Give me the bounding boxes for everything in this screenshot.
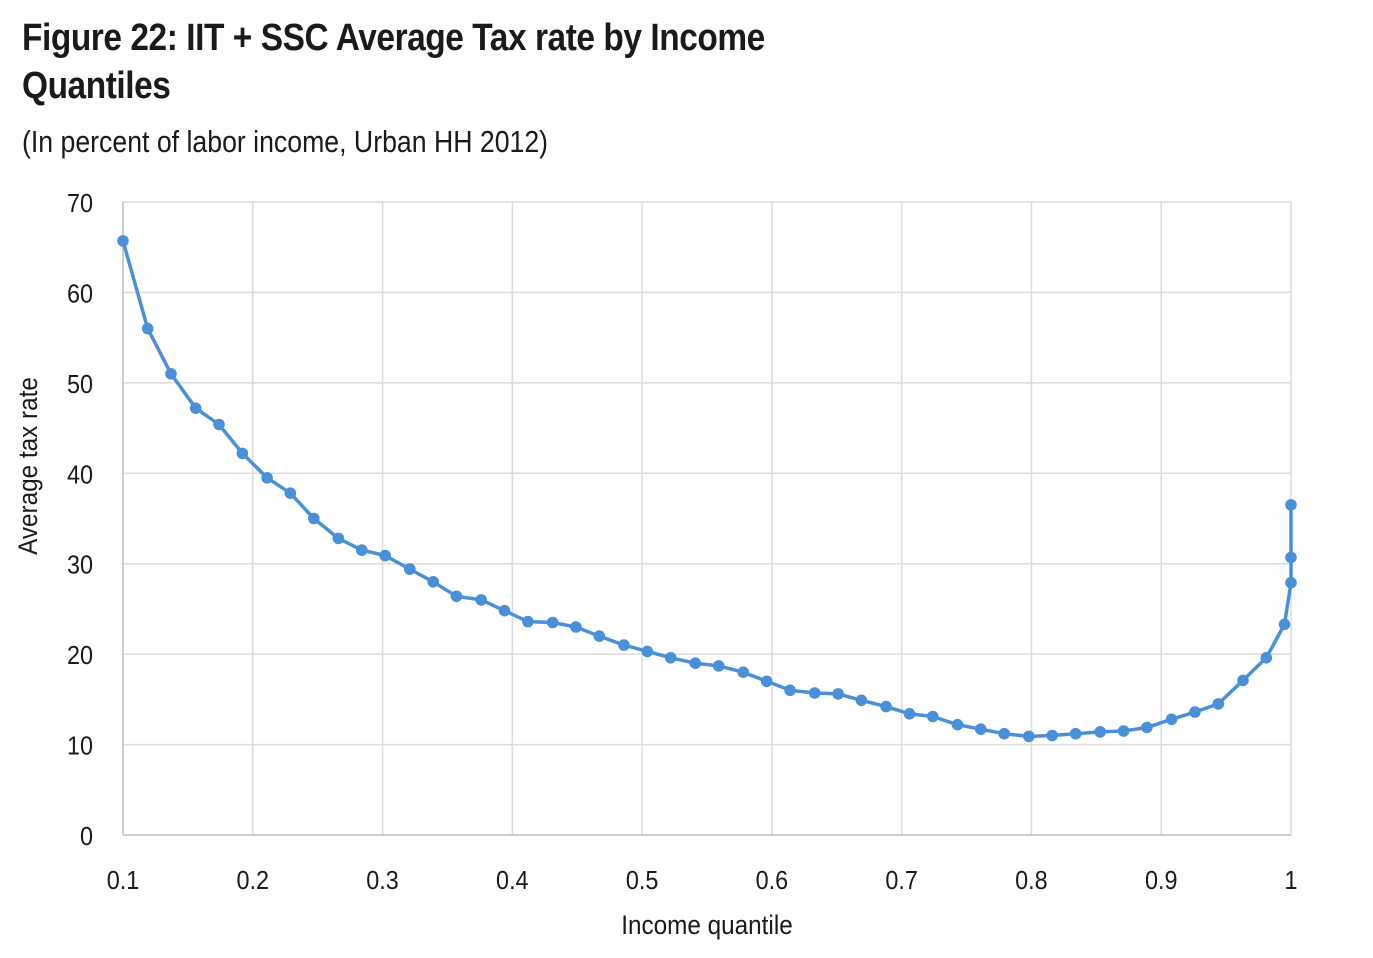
data-point [712,660,725,672]
data-point [593,630,606,642]
data-point [308,512,320,525]
data-point [284,487,297,500]
data-point [475,594,488,606]
data-point [808,687,821,699]
data-point [880,700,892,713]
x-tick-label: 0.6 [756,867,789,895]
y-tick-label: 10 [67,732,93,760]
horizontal-gridlines [123,201,1291,746]
data-point [689,657,702,669]
figure-title: Figure 22: IIT + SSC Average Tax rate by… [22,14,902,110]
data-point [1285,551,1297,564]
data-point [641,645,654,658]
series-layer [117,235,1297,743]
data-point [450,590,463,603]
x-tick-labels: 0.1 0.2 0.3 0.4 0.5 0.6 0.7 0.8 0.9 1 [107,867,1298,895]
y-tick-label: 20 [67,642,93,670]
x-tick-label: 0.1 [107,867,140,895]
data-point [356,544,368,556]
data-point [1117,725,1130,737]
data-point [498,604,511,617]
data-point [332,532,345,545]
data-point [737,666,750,678]
data-point [1046,729,1058,742]
y-tick-label: 60 [67,280,93,308]
data-point [546,616,559,629]
y-axis-label: Average tax rate [14,377,43,555]
data-point [404,563,416,575]
data-point [522,615,534,628]
y-tick-label: 0 [80,823,93,851]
x-tick-label: 0.7 [885,867,918,895]
data-point [1285,499,1297,511]
vertical-gridlines [252,202,1292,835]
series-line [121,239,1293,739]
x-tick-label: 0.3 [366,867,399,895]
data-point [784,684,796,697]
data-point [189,402,202,415]
data-point [1165,713,1178,726]
x-tick-label: 0.2 [237,867,270,895]
figure-subtitle: (In percent of labor income, Urban HH 20… [22,124,549,159]
data-point [832,688,844,700]
x-tick-label: 0.5 [626,867,659,895]
x-tick-label: 0.4 [496,867,529,895]
data-point [855,694,868,707]
x-axis-label: Income quantile [621,911,792,940]
data-point [1278,618,1291,631]
data-point [213,418,225,431]
y-tick-labels: 0 10 20 30 40 50 60 70 [67,190,93,851]
data-point [1094,726,1106,738]
x-tick-label: 1 [1284,867,1297,895]
data-point [117,235,129,247]
data-point [760,675,773,688]
figure-title-line1: Figure 22: IIT + SSC Average Tax rate by… [22,17,765,59]
data-point [1260,652,1273,664]
x-tick-label: 0.9 [1145,867,1178,895]
data-point [1212,698,1225,710]
data-point [570,621,582,633]
data-point [951,718,964,731]
data-point [427,576,440,588]
y-tick-label: 70 [67,190,93,218]
data-point [664,652,677,664]
data-point [1189,706,1201,718]
data-point [927,710,939,723]
data-point [379,549,392,562]
figure-title-line2: Quantiles [22,65,171,107]
data-point [165,368,177,380]
data-point [1069,727,1082,740]
data-point [141,322,154,335]
data-point [261,472,273,484]
data-point [998,727,1010,740]
data-point [1023,730,1035,743]
y-tick-label: 50 [67,371,93,399]
data-point [975,723,987,735]
data-point [618,639,630,651]
data-point [1141,721,1153,734]
axes [122,202,1291,836]
y-tick-label: 30 [67,552,93,580]
data-point [903,708,916,720]
data-point [1285,576,1297,589]
x-tick-label: 0.8 [1015,867,1048,895]
data-point [1237,674,1249,687]
data-point [236,447,249,460]
y-tick-label: 40 [67,461,93,489]
